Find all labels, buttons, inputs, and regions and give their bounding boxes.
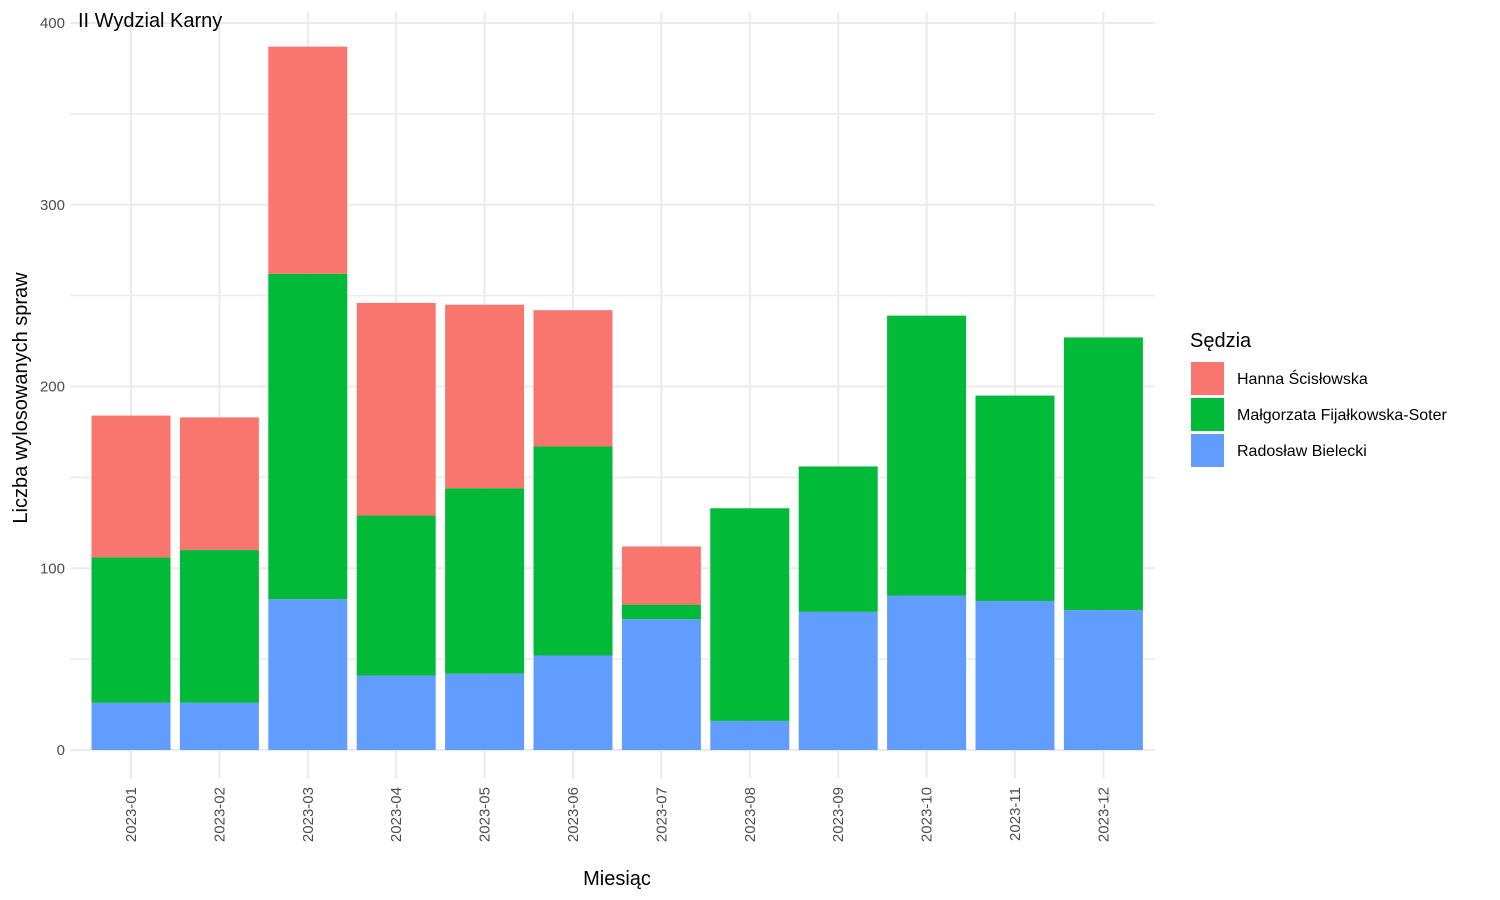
y-tick-label: 100 (40, 560, 65, 577)
legend-swatch (1191, 398, 1224, 431)
bar-segment (356, 515, 436, 676)
y-tick-label: 400 (40, 15, 65, 32)
bar-segment (887, 315, 967, 596)
x-tick-label: 2023-02 (211, 787, 228, 842)
bar-segment (1063, 337, 1143, 611)
x-tick-label: 2023-05 (477, 787, 494, 842)
bar-segment (621, 604, 701, 620)
x-tick-label: 2023-04 (388, 787, 405, 842)
bar-segment (533, 446, 613, 656)
bar-segment (798, 611, 878, 750)
bar-segment (533, 310, 613, 447)
bar-segment (1063, 610, 1143, 750)
legend: Sędzia Hanna Ścisłowska Małgorzata Fijałk… (1190, 330, 1448, 467)
bar-segment (268, 599, 348, 750)
bar-segment (91, 557, 171, 703)
bar-segment (91, 415, 171, 558)
bar-segment (179, 417, 259, 551)
bars (91, 46, 1143, 750)
x-tick-label: 2023-09 (830, 787, 847, 842)
bar-segment (445, 673, 525, 750)
bar-segment (621, 619, 701, 750)
bar-segment (975, 395, 1055, 601)
bar-segment (179, 550, 259, 703)
bar-segment (710, 720, 790, 750)
y-axis-title: Liczba wylosowanych spraw (10, 272, 32, 524)
bar-segment (887, 595, 967, 750)
y-tick-label: 0 (57, 742, 65, 759)
y-axis-ticks: 0 100 200 300 400 (40, 15, 65, 759)
legend-swatch (1191, 434, 1224, 467)
bar-segment (179, 702, 259, 750)
x-tick-label: 2023-03 (300, 787, 317, 842)
legend-swatch (1191, 362, 1224, 395)
x-tick-label: 2023-12 (1095, 787, 1112, 842)
bar-segment (268, 273, 348, 600)
y-tick-label: 200 (40, 379, 65, 396)
x-tick-label: 2023-07 (653, 787, 670, 842)
bar-segment (445, 488, 525, 674)
x-tick-label: 2023-01 (123, 787, 140, 842)
x-axis-ticks: 2023-01 2023-02 2023-03 2023-04 2023-05 2023-… (123, 787, 1112, 842)
bar-segment (798, 466, 878, 612)
x-tick-label: 2023-11 (1007, 787, 1024, 841)
bar-segment (268, 46, 348, 274)
bar-segment (710, 508, 790, 721)
bar-segment (975, 600, 1055, 750)
x-tick-label: 2023-08 (742, 787, 759, 842)
x-axis-title: Miesiąc (583, 868, 651, 890)
bar-segment (621, 546, 701, 605)
legend-title: Sędzia (1190, 330, 1252, 352)
bar-segment (356, 302, 436, 516)
x-tick-label: 2023-10 (919, 787, 936, 842)
bar-segment (445, 304, 525, 489)
bar-segment (91, 702, 171, 750)
bar-segment (533, 655, 613, 750)
x-tick-label: 2023-06 (565, 787, 582, 842)
legend-label: Hanna Ścisłowska (1237, 369, 1368, 388)
bar-segment (356, 675, 436, 750)
legend-label: Małgorzata Fijałkowska-Soter (1237, 407, 1448, 424)
chart-title: II Wydzial Karny (78, 10, 222, 32)
legend-label: Radosław Bielecki (1237, 443, 1367, 460)
y-tick-label: 300 (40, 197, 65, 214)
